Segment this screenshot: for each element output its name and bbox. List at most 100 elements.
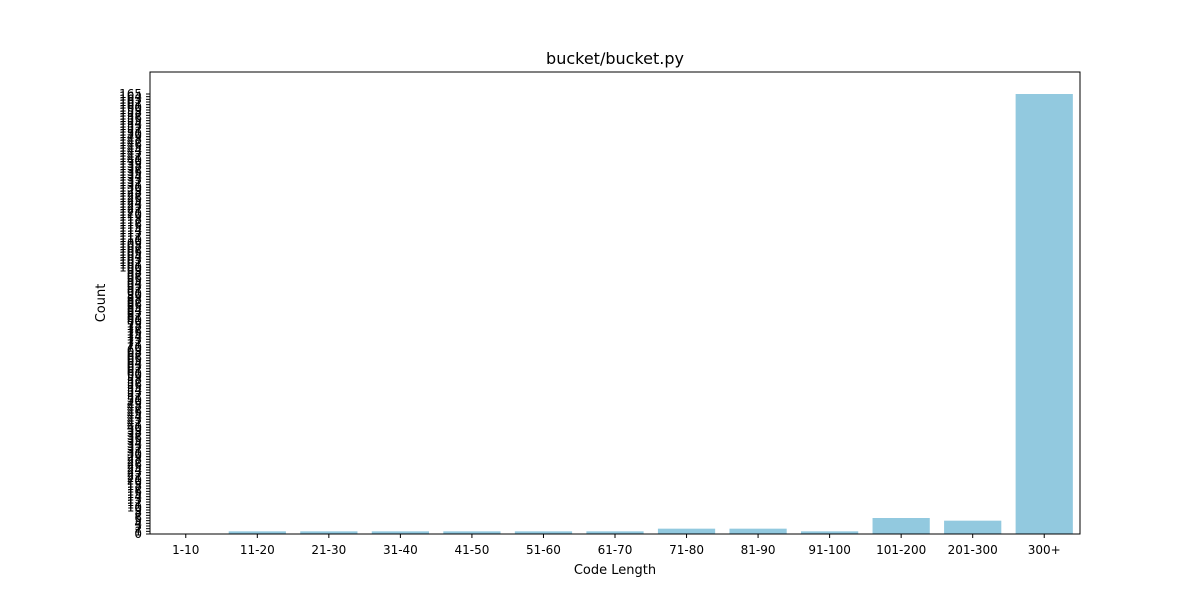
y-tick-label: 28 xyxy=(127,452,142,466)
y-tick-label: 137 xyxy=(119,162,142,176)
y-tick-label: 2 xyxy=(134,522,142,536)
x-tick-label: 21-30 xyxy=(311,543,346,557)
y-tick-label: 136 xyxy=(119,164,142,178)
y-tick-label: 68 xyxy=(127,346,142,360)
bars xyxy=(228,94,1073,534)
y-tick-label: 34 xyxy=(127,436,142,450)
bar xyxy=(657,528,716,534)
y-tick-label: 62 xyxy=(127,362,142,376)
y-tick-label: 144 xyxy=(119,143,142,157)
y-tick-label: 139 xyxy=(119,156,142,170)
y-tick-label: 90 xyxy=(127,287,142,301)
y-tick-label: 65 xyxy=(127,354,142,368)
y-tick-label: 7 xyxy=(134,508,142,522)
y-tick-label: 141 xyxy=(119,151,142,165)
y-tick-label: 6 xyxy=(134,511,142,525)
y-tick-label: 21 xyxy=(127,471,142,485)
y-tick-label: 1 xyxy=(134,524,142,538)
x-tick-label: 71-80 xyxy=(669,543,704,557)
y-tick-label: 109 xyxy=(119,236,142,250)
y-tick-label: 55 xyxy=(127,380,142,394)
bar xyxy=(729,528,787,534)
y-tick-label: 117 xyxy=(119,215,142,229)
y-tick-label: 5 xyxy=(134,514,142,528)
y-tick-label: 82 xyxy=(127,308,142,322)
y-tick-label: 67 xyxy=(127,348,142,362)
y-tick-label: 17 xyxy=(127,482,142,496)
y-tick-label: 102 xyxy=(119,255,142,269)
y-tick-label: 35 xyxy=(127,434,142,448)
plot-frame xyxy=(149,71,1081,535)
y-tick-label: 15 xyxy=(127,487,142,501)
x-tick-label: 101-200 xyxy=(876,543,926,557)
y-tick-label: 40 xyxy=(127,420,142,434)
y-tick-label: 103 xyxy=(119,252,142,266)
y-tick-label: 148 xyxy=(119,132,142,146)
y-tick-label: 77 xyxy=(127,322,142,336)
x-tick-label: 81-90 xyxy=(741,543,776,557)
y-tick-label: 66 xyxy=(127,351,142,365)
bar xyxy=(228,531,286,534)
y-tick-label: 113 xyxy=(119,226,142,240)
y-tick-label: 29 xyxy=(127,450,142,464)
y-tick-label: 36 xyxy=(127,431,142,445)
y-tick-label: 42 xyxy=(127,415,142,429)
y-tick-label: 13 xyxy=(127,492,142,506)
y-tick-label: 92 xyxy=(127,282,142,296)
y-tick-label: 31 xyxy=(127,444,142,458)
bar xyxy=(801,531,859,534)
y-tick-label: 151 xyxy=(119,124,142,138)
y-tick-label: 134 xyxy=(119,170,142,184)
y-tick-label: 59 xyxy=(127,370,142,384)
x-tick-label: 51-60 xyxy=(526,543,561,557)
y-tick-label: 80 xyxy=(127,314,142,328)
y-tick-label: 19 xyxy=(127,476,142,490)
y-tick-label: 131 xyxy=(119,178,142,192)
y-tick-label: 89 xyxy=(127,290,142,304)
y-tick-label: 39 xyxy=(127,423,142,437)
y-tick-label: 81 xyxy=(127,311,142,325)
y-tick-label: 85 xyxy=(127,300,142,314)
y-tick-label: 160 xyxy=(119,100,142,114)
y-tick-label: 119 xyxy=(119,210,142,224)
y-tick-label: 154 xyxy=(119,116,142,130)
y-tick-label: 95 xyxy=(127,274,142,288)
y-tick-label: 143 xyxy=(119,146,142,160)
y-tick-label: 129 xyxy=(119,183,142,197)
y-tick-label: 18 xyxy=(127,479,142,493)
y-tick-label: 24 xyxy=(127,463,142,477)
x-tick-label: 41-50 xyxy=(454,543,489,557)
y-tick-label: 142 xyxy=(119,148,142,162)
bar xyxy=(443,531,501,534)
y-tick-label: 122 xyxy=(119,202,142,216)
y-tick-label: 107 xyxy=(119,242,142,256)
y-tick-label: 54 xyxy=(127,383,142,397)
bar xyxy=(872,518,930,534)
y-tick-label: 37 xyxy=(127,428,142,442)
y-tick-label: 38 xyxy=(127,426,142,440)
y-tick-label: 86 xyxy=(127,298,142,312)
y-tick-label: 149 xyxy=(119,130,142,144)
bar xyxy=(944,520,1002,534)
y-tick-label: 16 xyxy=(127,484,142,498)
y-tick-label: 116 xyxy=(119,218,142,232)
y-tick-label: 96 xyxy=(127,271,142,285)
y-tick-label: 27 xyxy=(127,455,142,469)
y-tick-label: 98 xyxy=(127,266,142,280)
y-tick-label: 61 xyxy=(127,364,142,378)
bar xyxy=(300,531,358,534)
y-tick-label: 165 xyxy=(119,87,142,101)
y-tick-label: 79 xyxy=(127,316,142,330)
y-axis-ticks: 0123456789101112131415161718192021222324… xyxy=(119,87,150,541)
y-tick-label: 150 xyxy=(119,127,142,141)
y-tick-label: 108 xyxy=(119,239,142,253)
y-tick-label: 145 xyxy=(119,140,142,154)
y-tick-label: 60 xyxy=(127,367,142,381)
y-tick-label: 91 xyxy=(127,284,142,298)
y-tick-label: 46 xyxy=(127,404,142,418)
y-tick-label: 99 xyxy=(127,263,142,277)
y-tick-label: 12 xyxy=(127,495,142,509)
y-tick-label: 3 xyxy=(134,519,142,533)
y-tick-label: 111 xyxy=(119,231,142,245)
